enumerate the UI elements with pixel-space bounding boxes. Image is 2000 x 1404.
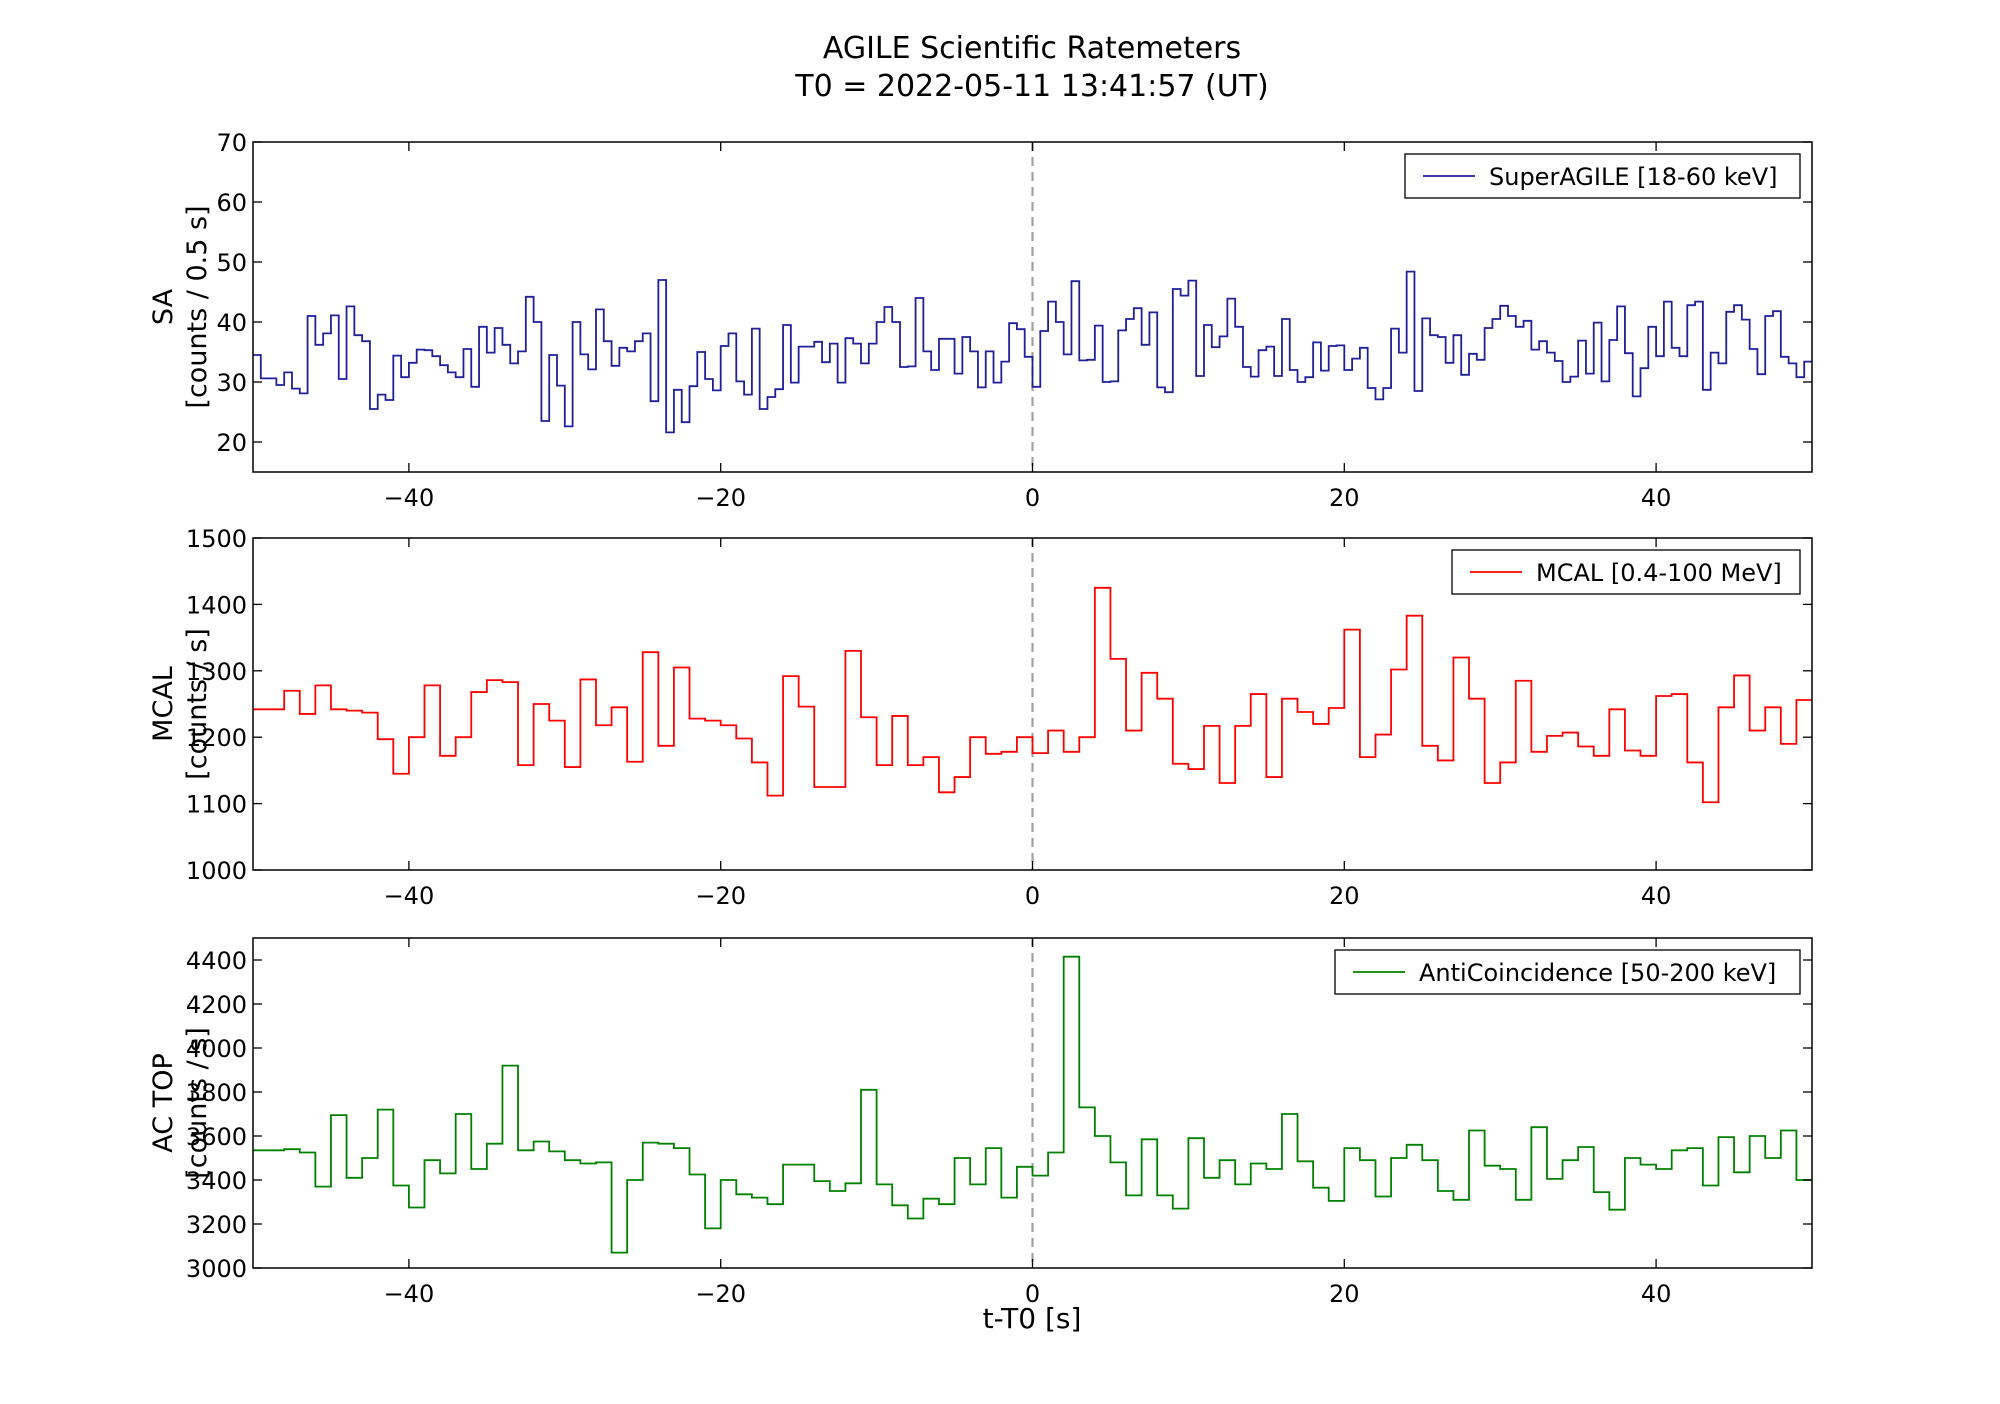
panels-group: −40 −20 0 20 40 20 30 40 50 60 70 SA [counts / 0.5 s… [148,129,1813,1308]
y-tick-label: 4200 [186,991,247,1019]
x-tick-label: −40 [384,882,435,910]
y-tick-label: 1400 [186,591,247,619]
figure-title-line2: T0 = 2022-05-11 13:41:57 (UT) [794,69,1268,104]
y-axis-label-line1: AC TOP [148,1053,179,1152]
y-tick-label: 60 [216,189,247,217]
series-line-2 [253,955,1812,1254]
x-tick-label: 40 [1641,484,1672,512]
x-tick-label: 20 [1329,882,1360,910]
panel-1: −40 −20 0 20 40 1000 1100 1200 1300 1400 1500 MCAL[… [148,525,1813,910]
x-tick-label: 40 [1641,882,1672,910]
y-tick-label: 50 [216,249,247,277]
figure-title-line1: AGILE Scientific Ratemeters [823,31,1241,66]
legend-label: MCAL [0.4-100 MeV] [1536,559,1782,587]
legend-label: AntiCoincidence [50-200 keV] [1419,959,1776,987]
panel-2: −40 −20 0 20 40 3000 3200 3400 3600 3800 4000 4200 4… [148,937,1813,1308]
y-axis-label-line2: [counts / s] [182,628,213,780]
series-line-0 [253,270,1812,434]
y-tick-label: 4000 [186,1035,247,1063]
y-tick-label: 3600 [186,1123,247,1151]
x-tick-label: 0 [1025,1280,1040,1308]
legend: MCAL [0.4-100 MeV] [1451,549,1801,595]
y-tick-label: 20 [216,429,247,457]
x-tick-label: −20 [695,484,746,512]
legend: AntiCoincidence [50-200 keV] [1334,949,1801,995]
legend-label: SuperAGILE [18-60 keV] [1489,163,1777,191]
y-tick-label: 1500 [186,525,247,553]
y-tick-label: 3200 [186,1211,247,1239]
y-tick-label: 3400 [186,1167,247,1195]
y-tick-label: 3000 [186,1255,247,1283]
x-tick-label: 40 [1641,1280,1672,1308]
x-tick-label: 20 [1329,484,1360,512]
y-axis-label-line1: MCAL [148,666,179,742]
y-tick-label: 1000 [186,857,247,885]
y-tick-label: 70 [216,129,247,157]
legend-box [1334,949,1801,995]
x-tick-label: −40 [384,1280,435,1308]
y-tick-label: 1100 [186,791,247,819]
x-tick-label: 0 [1025,484,1040,512]
y-tick-label: 1200 [186,724,247,752]
x-axis-label: t-T0 [s] [983,1302,1082,1335]
y-tick-label: 3800 [186,1079,247,1107]
x-tick-label: 20 [1329,1280,1360,1308]
y-axis-label-line2: [counts / s] [182,1027,213,1179]
panel-0: −40 −20 0 20 40 20 30 40 50 60 70 SA [counts / 0.5 s… [148,129,1813,512]
x-tick-label: −20 [695,1280,746,1308]
y-tick-label: 1300 [186,658,247,686]
y-tick-label: 30 [216,369,247,397]
y-axis-label-line2: [counts / 0.5 s] [182,205,213,408]
y-axis-label-line1: SA [148,288,179,325]
x-tick-label: −40 [384,484,435,512]
x-tick-label: −20 [695,882,746,910]
series-line-1 [253,586,1812,804]
y-tick-label: 40 [216,309,247,337]
legend: SuperAGILE [18-60 keV] [1404,153,1801,199]
y-tick-label: 4400 [186,947,247,975]
x-tick-label: 0 [1025,882,1040,910]
